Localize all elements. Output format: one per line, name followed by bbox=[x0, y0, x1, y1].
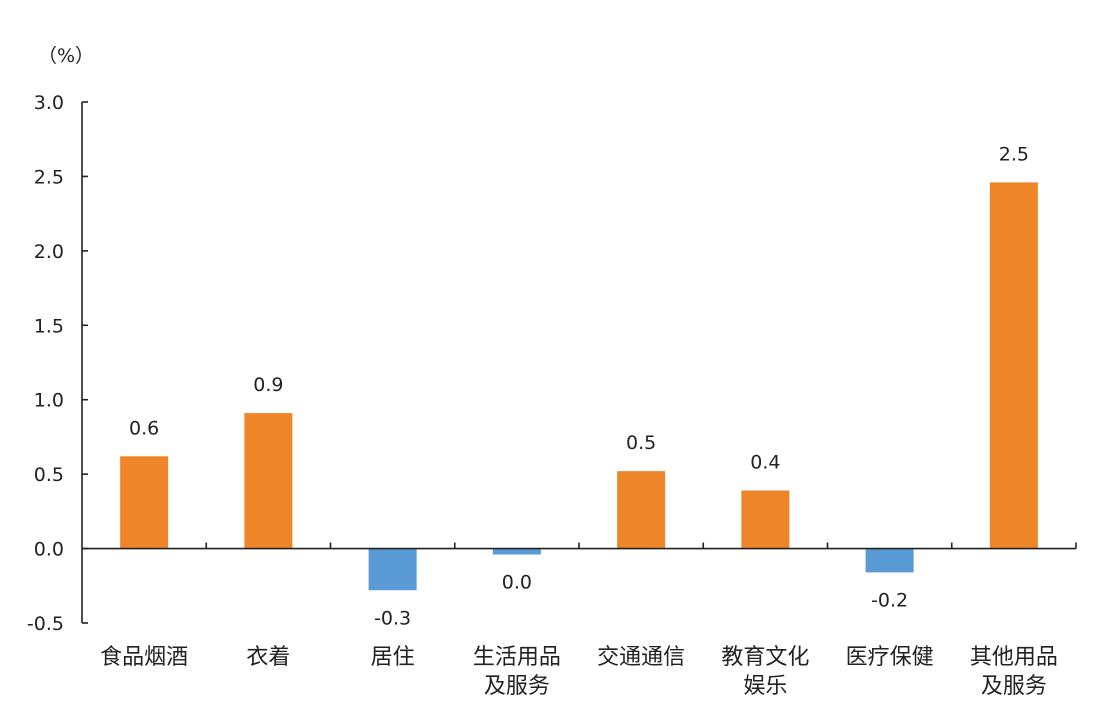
category-label: 食品烟酒 bbox=[100, 645, 188, 670]
category-label: 交通通信 bbox=[597, 645, 685, 670]
category-label: 教育文化 bbox=[721, 645, 809, 670]
bar bbox=[244, 413, 293, 549]
y-tick-label: 1.0 bbox=[34, 390, 64, 412]
bar bbox=[741, 490, 790, 549]
x-axis bbox=[82, 542, 1077, 550]
category-label: 及服务 bbox=[981, 674, 1047, 699]
y-tick-label: 2.5 bbox=[34, 166, 64, 188]
category-label: 医疗保健 bbox=[846, 645, 934, 670]
bar bbox=[617, 471, 666, 549]
y-tick-label: 1.5 bbox=[34, 315, 64, 337]
data-label: 2.5 bbox=[999, 143, 1029, 165]
bar bbox=[865, 548, 914, 573]
y-tick-label: 0.5 bbox=[34, 464, 64, 486]
data-label: -0.2 bbox=[871, 589, 908, 611]
data-label: 0.9 bbox=[253, 374, 283, 396]
y-tick-label: -0.5 bbox=[27, 613, 64, 635]
bar bbox=[368, 548, 417, 591]
category-label: 娱乐 bbox=[743, 674, 787, 699]
data-label: 0.6 bbox=[129, 417, 159, 439]
y-axis: 3.0 2.5 2.0 1.5 1.0 0.5 0.0 -0.5 bbox=[27, 92, 88, 635]
data-label: 0.0 bbox=[502, 572, 532, 594]
category-label: 居住 bbox=[371, 645, 415, 670]
data-label: 0.4 bbox=[750, 452, 780, 474]
category-label: 生活用品 bbox=[473, 645, 561, 670]
data-labels: 0.6 0.9 -0.3 0.0 0.5 0.4 -0.2 2.5 bbox=[129, 143, 1029, 629]
category-label: 其他用品 bbox=[970, 645, 1058, 670]
data-label: 0.5 bbox=[626, 432, 656, 454]
bars bbox=[120, 182, 1038, 591]
bar bbox=[492, 548, 541, 555]
category-label: 及服务 bbox=[484, 674, 550, 699]
y-tick-label: 0.0 bbox=[34, 539, 64, 561]
bar bbox=[989, 182, 1038, 549]
category-label: 衣着 bbox=[246, 645, 290, 670]
y-tick-label: 3.0 bbox=[34, 92, 64, 114]
data-label: -0.3 bbox=[374, 607, 411, 629]
y-axis-unit-label: （%） bbox=[38, 45, 94, 67]
bar bbox=[120, 456, 169, 549]
y-tick-label: 2.0 bbox=[34, 241, 64, 263]
